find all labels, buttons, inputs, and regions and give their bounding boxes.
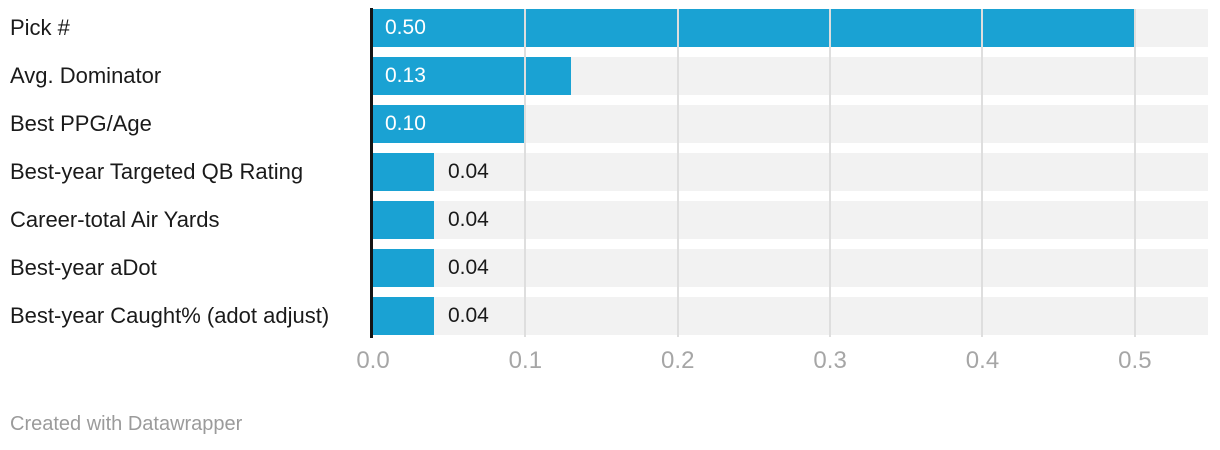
bar <box>373 297 434 335</box>
value-label: 0.13 <box>385 64 426 87</box>
category-label: Career-total Air Yards <box>10 207 220 232</box>
x-axis-tick-labels: 0.0 0.1 0.2 0.3 0.4 0.5 <box>356 347 1208 375</box>
bar <box>373 249 434 287</box>
category-label: Best-year aDot <box>10 255 157 280</box>
bar <box>373 57 572 95</box>
chart-rows: Pick # 0.50 Avg. Dominator 0.13 Best PPG/Age… <box>0 9 1220 335</box>
x-tick-label: 0.3 <box>813 347 847 374</box>
category-label: Best PPG/Age <box>10 111 152 136</box>
x-tick-label: 0.5 <box>1118 347 1152 374</box>
value-label: 0.04 <box>447 160 489 183</box>
datawrapper-credit-link[interactable]: Created with Datawrapper <box>10 413 243 435</box>
bar <box>373 9 1135 47</box>
chart-row: Best-year Targeted QB Rating 0.04 <box>0 153 1220 191</box>
chart-row: Best-year Caught% (adot adjust) 0.04 <box>0 297 1220 335</box>
bar-track: 0.04 <box>373 249 1208 287</box>
bar <box>373 201 434 239</box>
bar-track: 0.04 <box>373 201 1208 239</box>
x-tick-label: 0.0 <box>356 347 390 374</box>
category-label: Best-year Caught% (adot adjust) <box>10 303 330 328</box>
bar-track: 0.04 <box>373 153 1208 191</box>
bar <box>373 105 526 143</box>
chart-row: Best-year aDot 0.04 <box>0 249 1220 287</box>
chart-row: Avg. Dominator 0.13 <box>0 57 1220 95</box>
bar-chart: Pick # 0.50 Avg. Dominator 0.13 Best PPG/Age… <box>0 8 1220 375</box>
value-label: 0.04 <box>447 208 489 231</box>
value-label: 0.10 <box>385 112 426 135</box>
chart-row: Best PPG/Age 0.10 <box>0 105 1220 143</box>
category-label: Pick # <box>10 15 70 40</box>
category-label: Avg. Dominator <box>10 63 162 88</box>
bar-track: 0.50 <box>373 9 1208 47</box>
x-tick-label: 0.1 <box>508 347 543 374</box>
chart-row: Career-total Air Yards 0.04 <box>0 201 1220 239</box>
bar-track: 0.10 <box>373 105 1208 143</box>
value-label: 0.50 <box>385 16 426 39</box>
category-label: Best-year Targeted QB Rating <box>10 159 304 184</box>
x-tick-label: 0.4 <box>965 347 1000 374</box>
bar-track: 0.13 <box>373 57 1208 95</box>
x-tick-label: 0.2 <box>661 347 695 374</box>
value-label: 0.04 <box>447 304 489 327</box>
value-label: 0.04 <box>447 256 489 279</box>
bar <box>373 153 434 191</box>
y-axis-line <box>370 8 373 338</box>
chart-row: Pick # 0.50 <box>0 9 1220 47</box>
bar-track: 0.04 <box>373 297 1208 335</box>
